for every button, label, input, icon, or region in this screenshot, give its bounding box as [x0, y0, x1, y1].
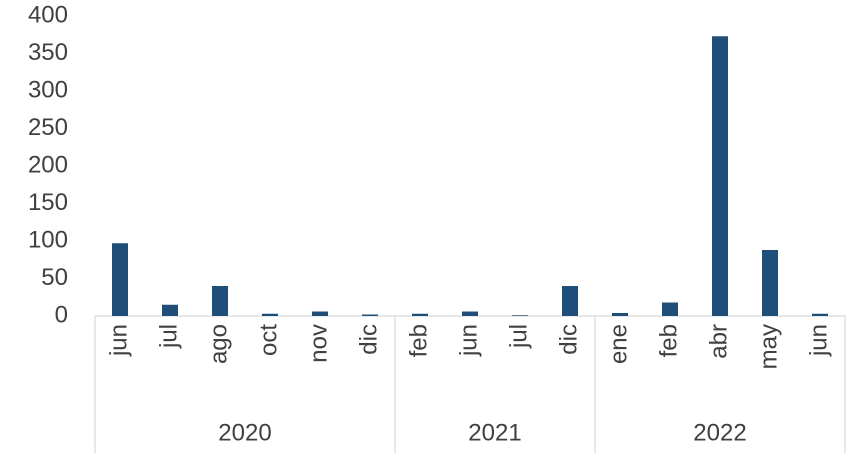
x-tick-label: feb	[405, 324, 432, 357]
bar	[812, 313, 828, 316]
y-tick-label: 150	[28, 189, 68, 216]
group-label: 2022	[693, 419, 746, 446]
group-label: 2021	[468, 419, 521, 446]
y-tick-label: 100	[28, 226, 68, 253]
y-tick-label: 0	[55, 301, 68, 328]
bar	[762, 250, 778, 316]
x-tick-label: jun	[105, 324, 132, 357]
x-tick-label: ago	[205, 324, 232, 364]
y-tick-label: 300	[28, 76, 68, 103]
x-tick-label: dic	[555, 324, 582, 355]
x-tick-label: oct	[255, 324, 282, 356]
x-tick-label: ene	[605, 324, 632, 364]
bar	[312, 311, 328, 316]
bar	[162, 304, 178, 316]
x-tick-label: nov	[305, 324, 332, 363]
x-tick-label: may	[755, 324, 782, 369]
bar	[662, 302, 678, 316]
y-tick-label: 50	[41, 264, 68, 291]
x-tick-label: jun	[805, 324, 832, 357]
bar	[562, 286, 578, 316]
bar	[512, 315, 528, 316]
x-tick-label: dic	[355, 324, 382, 355]
y-tick-label: 250	[28, 114, 68, 141]
bar	[262, 313, 278, 316]
bar	[212, 286, 228, 316]
x-tick-label: feb	[655, 324, 682, 357]
x-tick-label: jun	[455, 324, 482, 357]
bar	[612, 313, 628, 316]
y-tick-label: 200	[28, 151, 68, 178]
bar	[462, 311, 478, 316]
group-label: 2020	[218, 419, 271, 446]
x-tick-label: abr	[705, 324, 732, 359]
bar	[362, 314, 378, 316]
x-tick-label: jul	[155, 324, 182, 349]
x-tick-label: jul	[505, 324, 532, 349]
y-tick-label: 350	[28, 39, 68, 66]
bar	[412, 313, 428, 316]
bar	[112, 243, 128, 316]
y-tick-label: 400	[28, 1, 68, 28]
bar	[712, 36, 728, 316]
